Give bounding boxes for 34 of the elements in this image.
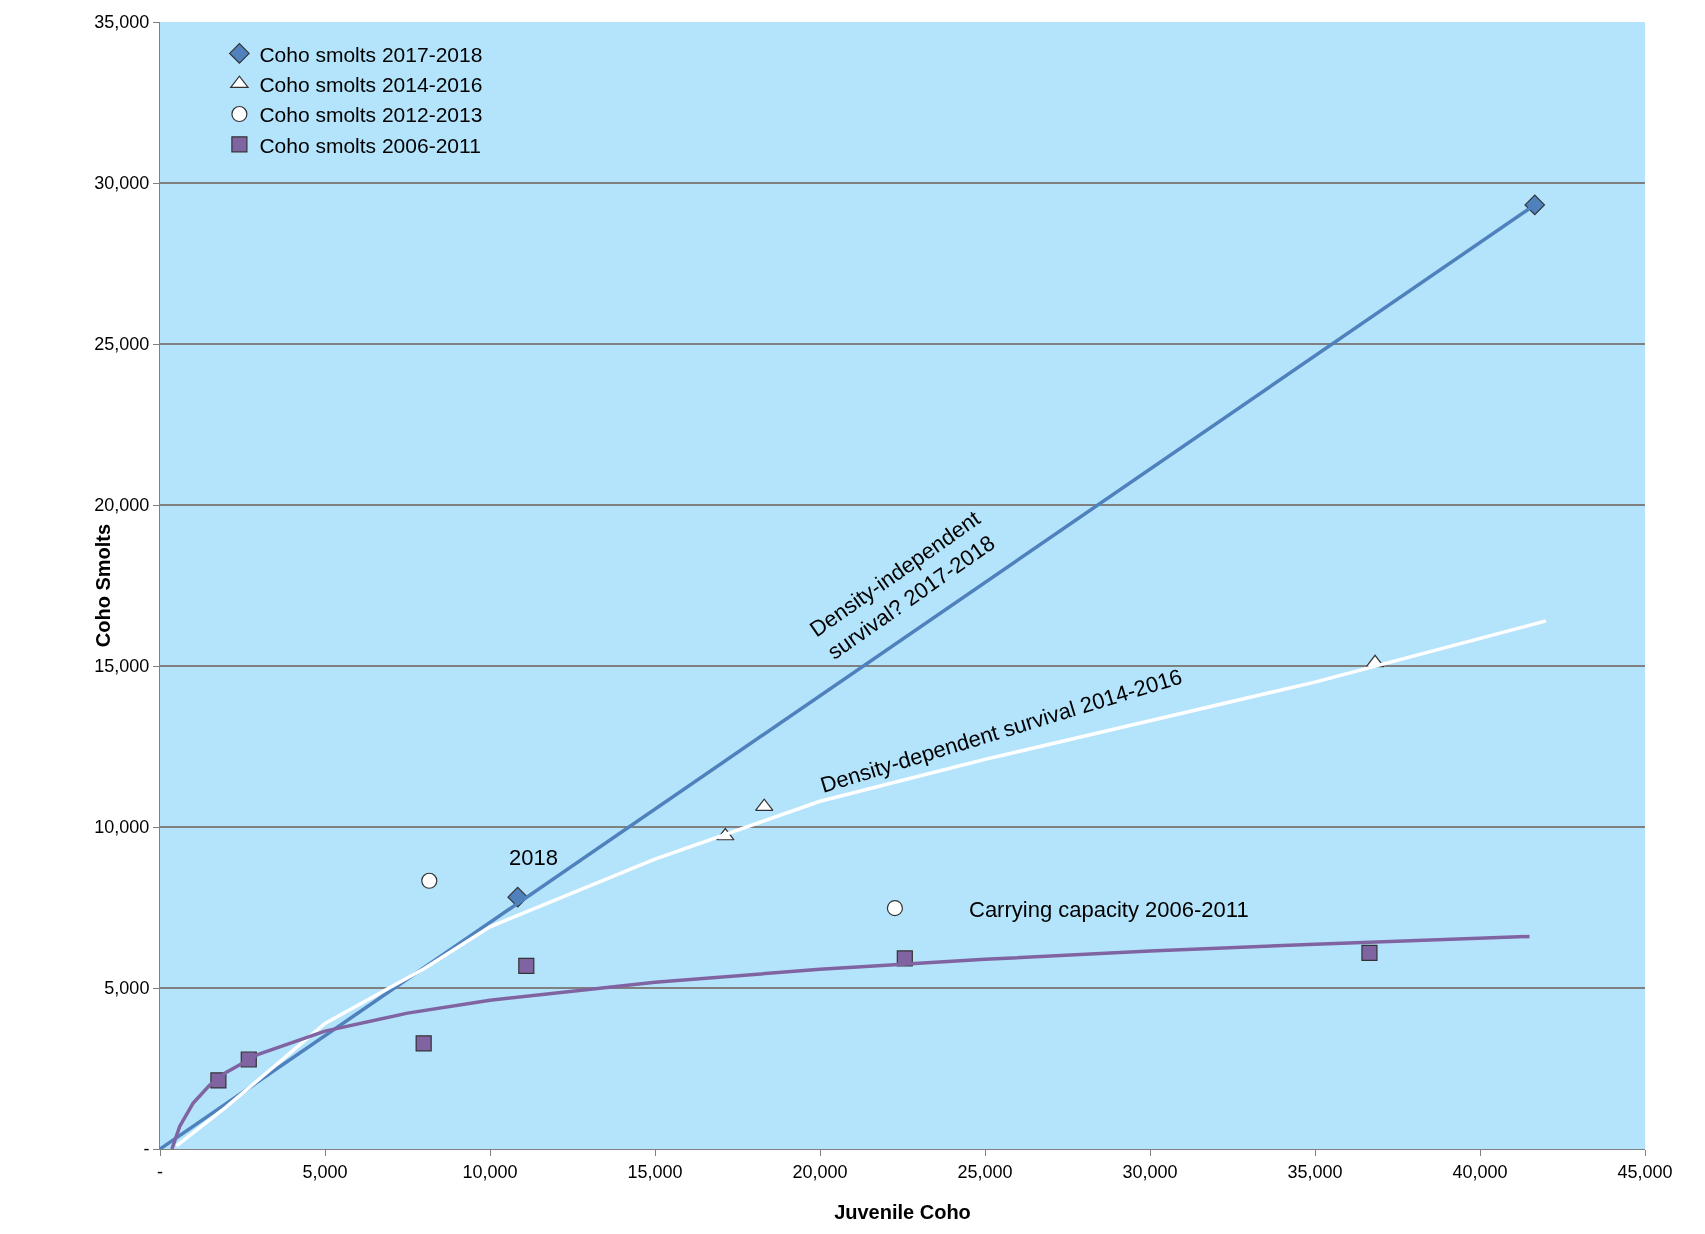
x-tick-label: 20,000 (792, 1161, 848, 1182)
y-tick-label: 35,000 (94, 12, 150, 33)
point (754, 798, 774, 812)
legend-label: Coho smolts 2006-2011 (259, 133, 481, 157)
legend-label: Coho smolts 2017-2018 (259, 42, 483, 66)
y-tick-label: 30,000 (94, 173, 150, 194)
point (421, 872, 438, 889)
x-tick-label: 35,000 (1287, 1161, 1343, 1182)
y-tick-label: 5,000 (104, 978, 150, 999)
x-tick-label: 25,000 (957, 1161, 1013, 1182)
point (415, 1035, 432, 1052)
x-tick-label: 40,000 (1452, 1161, 1508, 1182)
point (1361, 944, 1378, 961)
point (518, 957, 535, 974)
point (886, 900, 904, 917)
y-tick-label: 10,000 (94, 817, 150, 838)
line-series (170, 934, 1532, 1149)
x-tick-label: - (157, 1161, 163, 1182)
y-tick-label: 20,000 (94, 495, 150, 516)
annotation: Carrying capacity 2006-2011 (969, 897, 1249, 922)
x-tick-label: 10,000 (462, 1161, 518, 1182)
x-tick-label: 15,000 (627, 1161, 683, 1182)
y-tick-label: 15,000 (94, 656, 150, 677)
y-tick-label: 25,000 (94, 334, 150, 355)
x-tick-label: 45,000 (1617, 1161, 1673, 1182)
y-axis-title: Coho Smolts (92, 523, 114, 648)
y-tick-label: - (143, 1139, 150, 1160)
annotation: 2018 (509, 845, 558, 870)
x-tick-label: 30,000 (1122, 1161, 1178, 1182)
x-tick-label: 5,000 (302, 1161, 348, 1182)
legend-label: Coho smolts 2014-2016 (259, 72, 483, 96)
legend-label: Coho smolts 2012-2013 (259, 103, 483, 127)
point (1524, 194, 1546, 216)
x-axis-title: Juvenile Coho (834, 1201, 971, 1223)
